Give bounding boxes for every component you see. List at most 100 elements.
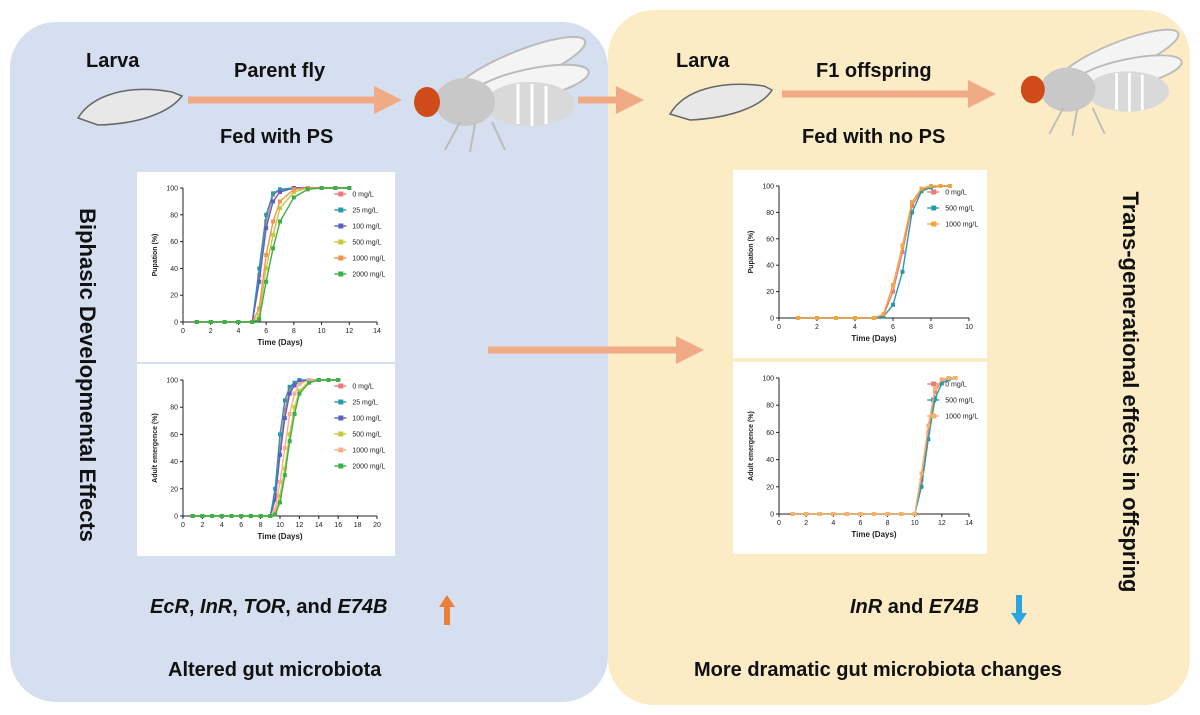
data-point — [919, 484, 924, 489]
series-line — [196, 187, 350, 323]
data-point — [292, 405, 297, 410]
data-point — [287, 439, 292, 444]
data-point — [891, 283, 895, 287]
x-tick-label: 4 — [831, 520, 835, 527]
x-tick-label: 6 — [858, 520, 862, 527]
series-line — [196, 187, 350, 323]
offspring-emergence-chart: 0 20 40 60 80 100 0 2 4 6 8 10 12 14 Time (Days) Adult … — [733, 362, 987, 554]
parent-gene-line: EcR, InR, TOR, and E74B — [150, 596, 388, 618]
data-point — [933, 386, 938, 391]
data-point — [910, 210, 914, 215]
data-point — [899, 512, 904, 516]
y-tick-label: 40 — [170, 459, 178, 466]
data-point — [292, 380, 297, 385]
gene-name: EcR — [150, 596, 189, 618]
data-point — [910, 199, 914, 204]
data-point — [291, 190, 296, 195]
y-tick-label: 100 — [762, 376, 774, 383]
data-point — [939, 377, 944, 382]
data-point — [239, 514, 244, 518]
x-tick-label: 12 — [296, 522, 304, 529]
legend-label: 25 mg/L — [352, 208, 377, 215]
fly-icon — [1020, 28, 1183, 136]
legend-swatch — [931, 205, 937, 211]
data-point — [282, 398, 287, 403]
gene-name: InR — [200, 596, 233, 618]
x-tick-label: 12 — [938, 520, 946, 527]
legend-swatch — [931, 381, 937, 387]
data-point — [946, 376, 951, 380]
data-point — [257, 279, 262, 284]
data-point — [297, 379, 302, 384]
data-point — [831, 512, 836, 516]
parent-pupation-chart: 0 20 40 60 80 100 0 2 4 6 8 10 12 14 Time (Days) Pupati… — [137, 172, 395, 362]
data-point — [912, 512, 917, 516]
y-tick-label: 40 — [766, 457, 774, 464]
data-point — [929, 184, 933, 188]
data-point — [817, 512, 822, 516]
data-point — [264, 253, 269, 257]
legend-swatch — [931, 189, 937, 195]
legend-swatch — [931, 221, 937, 227]
data-point — [287, 387, 292, 392]
data-point — [926, 437, 931, 442]
y-tick-label: 0 — [174, 514, 178, 521]
y-tick-label: 20 — [170, 486, 178, 493]
data-point — [919, 189, 924, 194]
data-point — [229, 514, 234, 518]
legend-swatch — [338, 223, 344, 229]
data-point — [926, 423, 931, 428]
data-point — [248, 514, 253, 518]
data-point — [287, 432, 292, 437]
chart-svg: 0 20 40 60 80 100 0 2 4 6 8 10 12 14 16 18 20 Time (Days)… — [152, 378, 386, 542]
data-point — [278, 432, 282, 437]
legend-swatch — [338, 399, 344, 405]
fly-icon — [414, 35, 590, 153]
x-tick-label: 0 — [777, 520, 781, 527]
y-tick-label: 80 — [170, 212, 178, 219]
series-line — [196, 187, 350, 323]
gene-name: TOR — [243, 596, 286, 618]
data-point — [292, 412, 297, 416]
data-point — [297, 391, 302, 396]
data-point — [291, 195, 296, 200]
x-tick-label: 8 — [292, 328, 296, 335]
data-point — [919, 478, 924, 482]
data-point — [891, 302, 895, 307]
x-tick-label: 6 — [264, 328, 268, 335]
x-tick-label: 14 — [315, 522, 323, 529]
x-axis-label: Time (Days) — [851, 334, 897, 343]
data-point — [273, 486, 278, 491]
parent-larva-label: Larva — [86, 50, 140, 72]
arrow-up-icon — [439, 595, 455, 625]
chart-svg: 0 20 40 60 80 100 0 2 4 6 8 10 12 14 Time (Days) Pupati… — [152, 186, 386, 348]
legend-swatch — [338, 271, 344, 277]
x-axis-label: Time (Days) — [257, 338, 303, 347]
data-point — [282, 446, 287, 450]
data-point — [271, 246, 276, 251]
y-axis-label: Adult emergence (%) — [748, 411, 755, 481]
y-tick-label: 0 — [770, 316, 774, 323]
data-point — [258, 514, 263, 518]
x-axis-label: Time (Days) — [257, 532, 303, 541]
y-tick-label: 60 — [766, 236, 774, 243]
data-point — [853, 316, 857, 320]
x-tick-label: 16 — [334, 522, 342, 529]
y-tick-label: 80 — [766, 403, 774, 410]
x-tick-label: 10 — [276, 522, 284, 529]
parent-panel — [10, 22, 608, 702]
legend-swatch — [338, 415, 344, 421]
legend-swatch — [931, 413, 937, 419]
parent-microbiota: Altered gut microbiota — [168, 659, 382, 681]
legend-swatch — [338, 207, 344, 213]
y-axis-label: Adult emergence (%) — [152, 413, 159, 483]
data-point — [278, 219, 282, 224]
series-line — [792, 377, 956, 515]
series-line — [192, 379, 339, 517]
data-point — [292, 391, 297, 396]
offspring-microbiota: More dramatic gut microbiota changes — [694, 659, 1062, 681]
data-point — [268, 514, 273, 518]
legend-label: 500 mg/L — [945, 206, 974, 213]
x-tick-label: 20 — [373, 522, 381, 529]
